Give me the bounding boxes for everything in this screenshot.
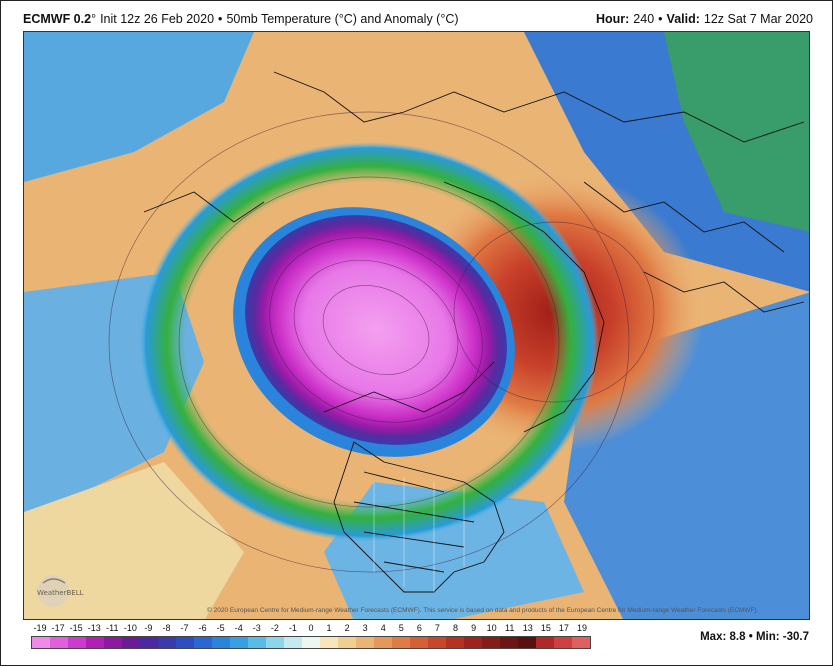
min-value: -30.7	[782, 631, 809, 643]
colorbar-swatch	[464, 637, 482, 648]
colorbar-tick-label: -11	[106, 623, 119, 633]
max-min-readout: Max: 8.8 • Min: -30.7	[689, 631, 809, 643]
colorbar-tick-label: -5	[216, 623, 225, 633]
weatherbell-logo: WeatherBELL	[31, 569, 91, 615]
colorbar-tick-label: -10	[123, 623, 137, 633]
colorbar-tick-label: 1	[326, 623, 332, 633]
colorbar-legend: -19 -17 -15 -13 -11 -10 -9 -8 -7 -6 -5 -4 -3 -2 -1 0 1 2 3…	[31, 621, 591, 661]
colorbar-swatch	[356, 637, 374, 648]
temperature-contours	[108, 111, 655, 573]
colorbar-swatch	[266, 637, 284, 648]
colorbar-tick-label: 10	[486, 623, 497, 633]
colorbar-swatch	[500, 637, 518, 648]
colorbar-swatch	[446, 637, 464, 648]
colorbar-swatch	[482, 637, 500, 648]
degree-sign: °	[91, 12, 97, 26]
colorbar-tick-label: 13	[522, 623, 533, 633]
colorbar-tick-label: -3	[252, 623, 261, 633]
colorbar-swatch	[284, 637, 302, 648]
colorbar-swatch	[392, 637, 410, 648]
colorbar-tick-label: -9	[144, 623, 153, 633]
colorbar-swatch	[536, 637, 554, 648]
colorbar-swatch	[248, 637, 266, 648]
colorbar-swatch	[338, 637, 356, 648]
colorbar-tick-label: 11	[505, 623, 515, 633]
colorbar-tick-label: -4	[234, 623, 243, 633]
colorbar-swatch	[212, 637, 230, 648]
colorbar-tick-label: -1	[288, 623, 297, 633]
product-title: 50mb Temperature (°C) and Anomaly (°C)	[226, 12, 459, 26]
header-left: ECMWF 0.2 ° Init 12z 26 Feb 2020 • 50mb T…	[23, 12, 459, 26]
colorbar-tick-label: -6	[198, 623, 207, 633]
colorbar-tick-label: -13	[87, 623, 101, 633]
colorbar-tick-label: 15	[540, 623, 551, 633]
header-bar: ECMWF 0.2 ° Init 12z 26 Feb 2020 • 50mb T…	[23, 9, 813, 29]
colorbar-swatch	[176, 637, 194, 648]
colorbar-ticks: -19 -17 -15 -13 -11 -10 -9 -8 -7 -6 -5 -4 -3 -2 -1 0 1 2 3…	[31, 621, 591, 635]
svg-text:WeatherBELL: WeatherBELL	[37, 589, 84, 597]
colorbar-tick-label: -17	[51, 623, 65, 633]
colorbar-swatch	[554, 637, 572, 648]
colorbar-swatch	[230, 637, 248, 648]
init-time: Init 12z 26 Feb 2020	[100, 12, 215, 26]
polar-vortex-core	[245, 215, 507, 445]
colorbar-swatch	[518, 637, 536, 648]
colorbar-tick-label: -7	[180, 623, 189, 633]
min-label: Min:	[755, 631, 780, 643]
colorbar-swatch	[50, 637, 68, 648]
colorbar-swatch	[374, 637, 392, 648]
cool-region-nw	[24, 32, 254, 182]
model-name: ECMWF 0.2	[23, 12, 92, 26]
colorbar-tick-label: 4	[380, 623, 386, 633]
light-region-sw	[24, 462, 244, 619]
colorbar-tick-label: 3	[362, 623, 368, 633]
colorbar-tick-label: 9	[471, 623, 477, 633]
map-graphic	[24, 32, 809, 619]
colorbar-tick-label: 7	[434, 623, 440, 633]
colorbar-swatch	[122, 637, 140, 648]
colorbar-swatch	[428, 637, 446, 648]
colorbar-swatch	[104, 637, 122, 648]
bullet-separator-2: •	[658, 12, 663, 26]
colorbar-swatch	[320, 637, 338, 648]
hour-label: Hour:	[595, 12, 630, 26]
colorbar	[31, 636, 591, 649]
colorbar-tick-label: -19	[33, 623, 47, 633]
colorbar-swatch	[158, 637, 176, 648]
valid-label: Valid:	[666, 12, 700, 26]
colorbar-tick-label: 5	[398, 623, 404, 633]
colorbar-tick-label: 8	[453, 623, 459, 633]
green-region-ne	[664, 32, 809, 232]
colorbar-tick-label: 17	[558, 623, 569, 633]
colorbar-tick-label: -2	[270, 623, 279, 633]
max-label: Max:	[700, 631, 727, 643]
colorbar-tick-label: 6	[416, 623, 422, 633]
colorbar-swatch	[410, 637, 428, 648]
colorbar-swatch	[140, 637, 158, 648]
colorbar-swatch	[68, 637, 86, 648]
colorbar-swatch	[302, 637, 320, 648]
colorbar-tick-label: -8	[162, 623, 171, 633]
copyright-credit: © 2020 European Centre for Medium-range …	[207, 607, 759, 614]
stats-bullet: •	[748, 631, 753, 643]
max-value: 8.8	[729, 631, 746, 643]
colorbar-tick-label: -15	[69, 623, 83, 633]
valid-value: 12z Sat 7 Mar 2020	[703, 12, 813, 26]
temperature-anomaly-map	[23, 31, 810, 620]
colorbar-tick-label: 19	[576, 623, 587, 633]
colorbar-swatch	[32, 637, 50, 648]
colorbar-swatch	[194, 637, 212, 648]
colorbar-swatch	[86, 637, 104, 648]
hour-value: 240	[633, 12, 655, 26]
admin-borders	[373, 477, 465, 592]
bullet-separator: •	[218, 12, 223, 26]
colorbar-tick-label: 0	[308, 623, 314, 633]
header-right: Hour: 240 • Valid: 12z Sat 7 Mar 2020	[596, 12, 813, 26]
colorbar-tick-label: 2	[344, 623, 350, 633]
colorbar-swatch	[572, 637, 590, 648]
